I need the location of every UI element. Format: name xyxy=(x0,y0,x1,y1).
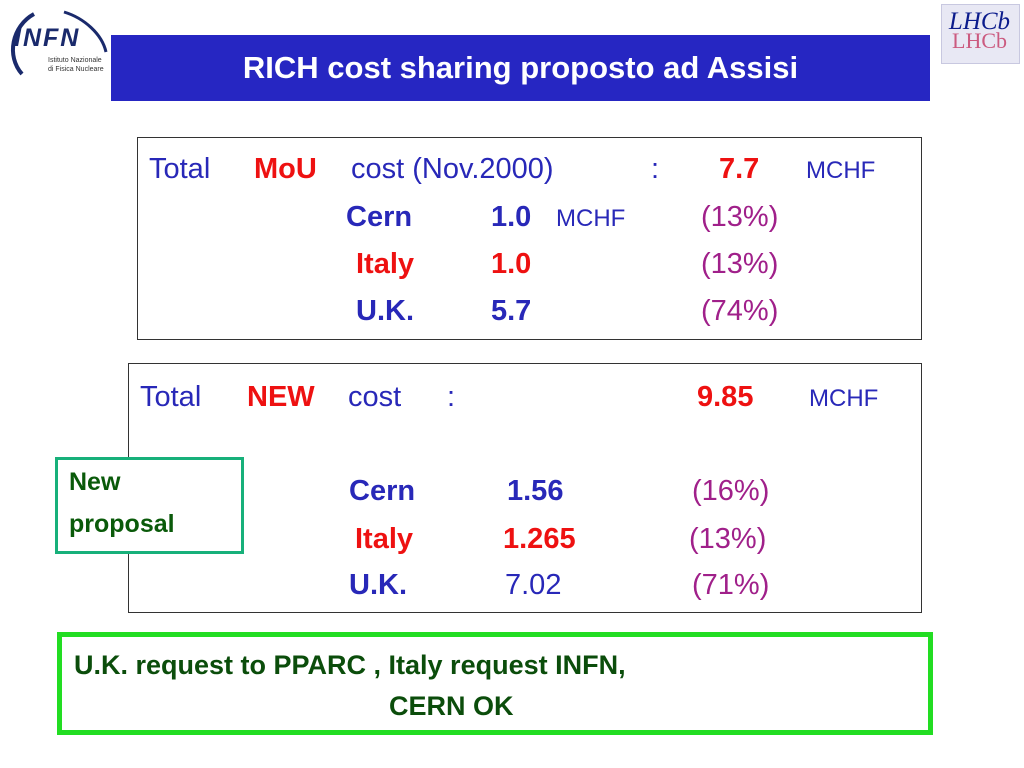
new-total-word: Total xyxy=(140,381,202,413)
new-proposal-line1: New xyxy=(69,468,121,496)
new-row-value: 1.265 xyxy=(503,523,576,555)
mou-total-word: Total xyxy=(149,153,211,185)
new-unit: MCHF xyxy=(809,385,879,412)
new-cost-box: Total NEW cost : 9.85 MCHF Cern 1.56 (16… xyxy=(128,363,922,613)
new-proposal-line2: proposal xyxy=(69,510,175,538)
mou-row-country: U.K. xyxy=(356,295,414,327)
new-colon: : xyxy=(447,381,456,413)
mou-keyword: MoU xyxy=(254,153,317,185)
request-box: U.K. request to PPARC , Italy request IN… xyxy=(57,632,933,735)
infn-logo-subtitle-1: Istituto Nazionale xyxy=(48,57,102,64)
new-row-pct: (16%) xyxy=(692,475,770,507)
mou-row-country: Cern xyxy=(346,201,413,233)
mou-total-value: 7.7 xyxy=(719,153,760,185)
lhcb-logo-shadow: LHCb xyxy=(952,28,1007,53)
mou-row-pct: (74%) xyxy=(701,295,779,327)
infn-logo-text: INFN xyxy=(14,24,81,52)
new-row-pct: (13%) xyxy=(689,523,767,555)
mou-cost-box: Total MoU cost (Nov.2000) : 7.7 MCHF Cer… xyxy=(137,137,922,340)
new-row-country: Cern xyxy=(349,475,416,507)
mou-row-unit: MCHF xyxy=(556,205,626,232)
mou-unit: MCHF xyxy=(806,157,876,184)
mou-row-value: 5.7 xyxy=(491,295,532,327)
new-total-value: 9.85 xyxy=(697,381,754,413)
infn-logo-subtitle-2: di Fisica Nucleare xyxy=(48,66,104,73)
request-line1: U.K. request to PPARC , Italy request IN… xyxy=(74,650,626,680)
request-line2: CERN OK xyxy=(389,691,514,721)
mou-row-value: 1.0 xyxy=(491,201,532,233)
new-row-country: Italy xyxy=(355,523,414,555)
new-row-value: 1.56 xyxy=(507,475,564,507)
mou-row-pct: (13%) xyxy=(701,248,779,280)
title-bar xyxy=(111,35,930,101)
mou-row-pct: (13%) xyxy=(701,201,779,233)
infn-logo xyxy=(4,4,110,82)
new-row-pct: (71%) xyxy=(692,569,770,601)
new-label: cost xyxy=(348,381,402,413)
new-row-country: U.K. xyxy=(349,569,407,601)
lhcb-logo xyxy=(941,4,1020,64)
infn-arc-icon xyxy=(11,10,108,76)
mou-row-value: 1.0 xyxy=(491,248,532,280)
mou-colon: : xyxy=(651,153,660,185)
page-title: RICH cost sharing proposto ad Assisi xyxy=(242,50,799,85)
mou-row-country: Italy xyxy=(356,248,415,280)
new-proposal-callout: New proposal xyxy=(55,457,244,554)
mou-label: cost (Nov.2000) xyxy=(351,153,554,185)
new-row-value: 7.02 xyxy=(505,569,562,601)
new-keyword: NEW xyxy=(247,381,315,413)
lhcb-logo-text: LHCb xyxy=(948,8,1011,35)
